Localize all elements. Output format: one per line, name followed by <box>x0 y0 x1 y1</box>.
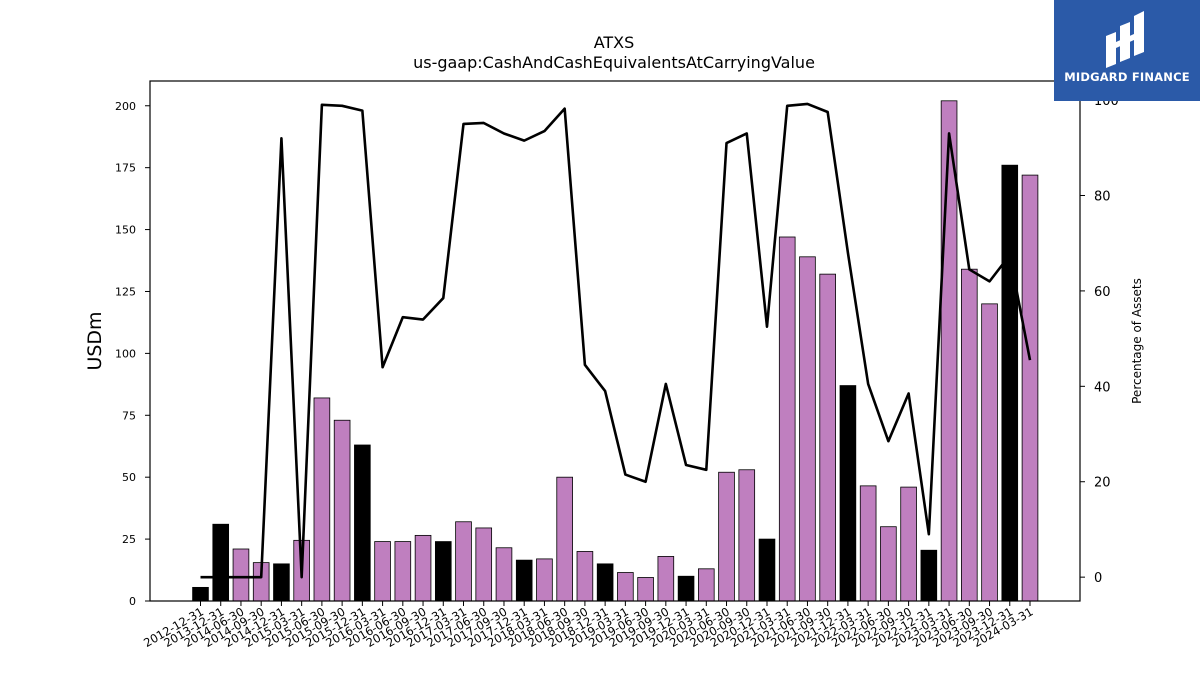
bar <box>455 521 472 602</box>
bar <box>596 563 614 602</box>
y-axis-left-label: USDm <box>84 311 106 370</box>
bar <box>677 575 695 602</box>
bar <box>576 551 594 602</box>
bar <box>1021 174 1039 602</box>
bar <box>617 572 634 602</box>
bar <box>920 549 938 602</box>
y-right-tick-label: 80 <box>1094 189 1111 204</box>
y-left-tick-label: 75 <box>122 409 136 422</box>
bar <box>698 568 715 602</box>
bar <box>374 541 391 602</box>
y-axis-right-label: Percentage of Assets <box>1130 278 1144 404</box>
y-axis-left: 0 25 50 75 100 125 150 175 200 <box>115 100 150 608</box>
bar <box>192 586 209 602</box>
plot-frame <box>149 80 1081 602</box>
bar <box>495 547 513 602</box>
bar <box>778 236 796 602</box>
bar <box>434 541 452 602</box>
bar <box>273 563 290 602</box>
midgard-logo-icon <box>1106 11 1144 68</box>
bar <box>961 268 978 602</box>
y-left-tick-label: 100 <box>115 347 136 360</box>
brand-logo-text: MIDGARD FINANCE <box>1064 70 1190 84</box>
bar <box>839 385 857 602</box>
bar <box>859 485 877 602</box>
chart-title: ATXS <box>594 33 635 52</box>
bar <box>799 256 816 602</box>
y-right-tick-label: 60 <box>1094 285 1111 300</box>
bar <box>394 541 412 602</box>
bar <box>232 548 250 602</box>
bar <box>354 444 371 602</box>
bar-series <box>192 100 1039 602</box>
y-left-tick-label: 50 <box>122 471 136 484</box>
chart-subtitle: us-gaap:CashAndCashEquivalentsAtCarrying… <box>413 53 815 72</box>
bar <box>515 559 533 602</box>
y-left-tick-label: 0 <box>129 595 136 608</box>
y-left-tick-label: 125 <box>115 285 136 298</box>
bar <box>657 556 675 602</box>
bar <box>718 471 735 602</box>
bar <box>536 558 553 602</box>
bar <box>333 419 351 602</box>
y-right-tick-label: 0 <box>1094 571 1102 586</box>
bar <box>981 303 998 602</box>
bar <box>556 476 573 602</box>
y-left-tick-label: 175 <box>115 162 136 175</box>
bar <box>738 469 756 602</box>
bar <box>212 523 230 602</box>
bar <box>819 273 836 602</box>
bar <box>475 527 493 602</box>
y-right-tick-label: 20 <box>1094 476 1111 491</box>
y-left-tick-label: 200 <box>115 100 136 113</box>
bar <box>1001 164 1019 602</box>
y-left-tick-label: 25 <box>122 533 136 546</box>
percentage-line <box>200 102 1032 579</box>
bar <box>880 526 897 602</box>
bar <box>313 397 331 602</box>
bar <box>900 486 917 602</box>
bar <box>637 577 654 602</box>
bar <box>414 534 432 602</box>
y-right-tick-label: 40 <box>1094 380 1111 395</box>
brand-logo: MIDGARD FINANCE <box>1054 0 1200 101</box>
y-left-tick-label: 150 <box>115 224 136 237</box>
x-axis: 2012-12-312013-12-312014-06-302014-09-30… <box>141 601 1036 650</box>
line-series <box>200 102 1032 579</box>
bar <box>758 538 776 602</box>
